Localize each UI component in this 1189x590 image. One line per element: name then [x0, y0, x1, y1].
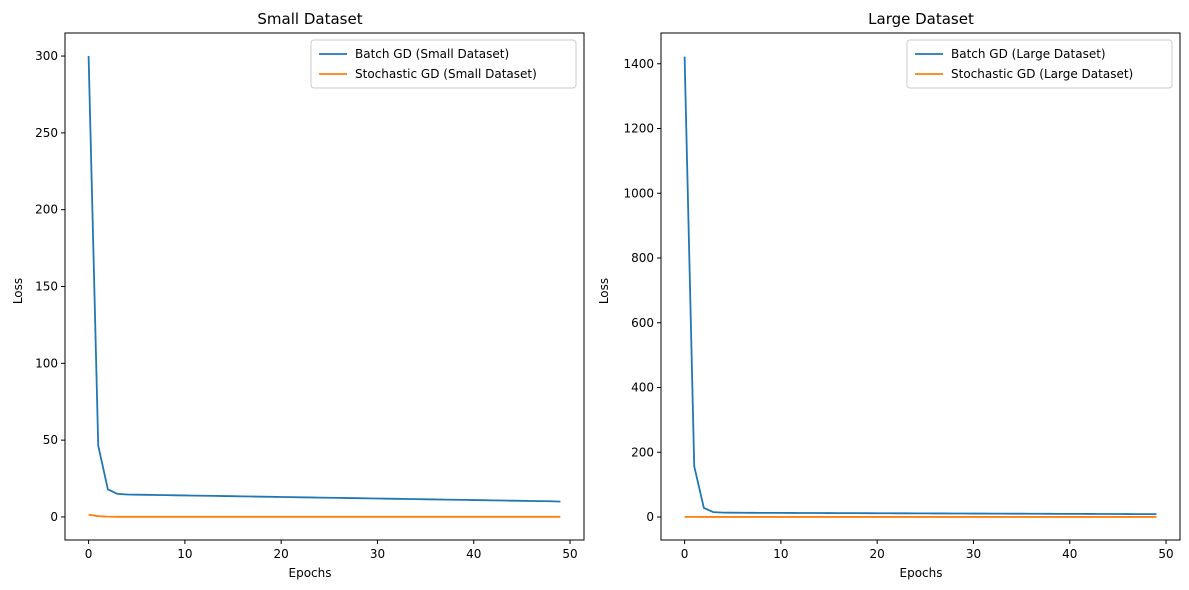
x-tick-label: 40 [466, 547, 481, 561]
legend-box [906, 39, 1173, 89]
legend-label-0: Batch GD (Small Dataset) [355, 47, 509, 61]
x-axis-label: Epochs [900, 566, 943, 580]
y-tick-label: 150 [35, 280, 58, 294]
legend: Batch GD (Large Dataset) Stochastic GD (L… [906, 39, 1173, 89]
y-tick-label: 200 [631, 445, 654, 459]
x-tick-label: 0 [681, 547, 689, 561]
y-axis-label: Loss [11, 278, 25, 304]
x-tick-label: 50 [562, 547, 577, 561]
legend-label-1: Stochastic GD (Large Dataset) [951, 67, 1133, 81]
y-tick-label: 600 [631, 316, 654, 330]
x-tick-label: 20 [870, 547, 885, 561]
y-tick-label: 250 [35, 126, 58, 140]
subplot-title: Large Dataset [868, 10, 974, 28]
legend-label-0: Batch GD (Large Dataset) [951, 47, 1106, 61]
subplot-small-dataset: Small Dataset Epochs Loss 0 10 20 30 40 50 0 50… [11, 10, 585, 580]
y-tick-label: 1200 [623, 122, 654, 136]
x-tick-label: 0 [85, 547, 93, 561]
subplot-large-dataset: Large Dataset Epochs Loss 0 10 20 30 40 50 0 20… [597, 10, 1181, 580]
series-line-0 [683, 56, 1157, 516]
x-tick-label: 20 [274, 547, 289, 561]
x-tick-label: 30 [966, 547, 981, 561]
legend-label-1: Stochastic GD (Small Dataset) [355, 67, 537, 81]
y-tick-label: 0 [50, 510, 58, 524]
y-axis-label: Loss [597, 278, 611, 304]
x-axis-label: Epochs [289, 566, 332, 580]
y-tick-label: 1000 [623, 186, 654, 200]
x-tick-label: 40 [1062, 547, 1077, 561]
x-tick-label: 10 [773, 547, 788, 561]
legend: Batch GD (Small Dataset) Stochastic GD (S… [310, 39, 577, 89]
subplot-title: Small Dataset [257, 10, 362, 28]
y-tick-label: 800 [631, 251, 654, 265]
y-tick-label: 400 [631, 381, 654, 395]
series-line-0 [87, 56, 561, 503]
y-tick-label: 300 [35, 49, 58, 63]
x-tick-label: 30 [370, 547, 385, 561]
axes-frame [660, 32, 1181, 541]
y-tick-label: 50 [43, 433, 58, 447]
series-line-1 [88, 513, 561, 518]
y-tick-label: 200 [35, 203, 58, 217]
x-tick-label: 50 [1158, 547, 1173, 561]
y-tick-label: 1400 [623, 57, 654, 71]
y-tick-label: 0 [646, 510, 654, 524]
legend-box [310, 39, 577, 89]
y-tick-label: 100 [35, 356, 58, 370]
x-tick-label: 10 [177, 547, 192, 561]
